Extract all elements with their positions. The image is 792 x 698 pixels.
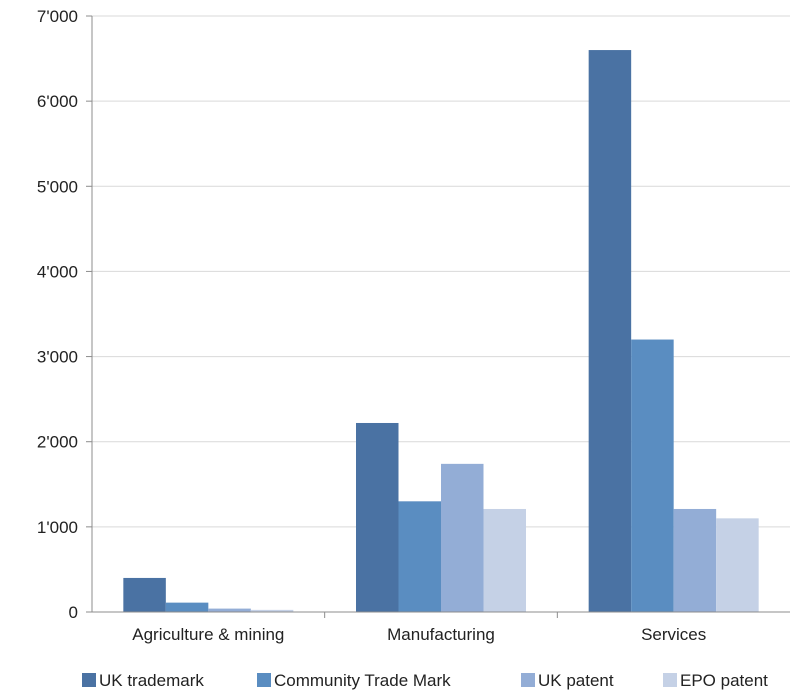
y-tick-label: 0 — [69, 603, 78, 622]
legend-swatch — [521, 673, 535, 687]
y-tick-label: 2'000 — [37, 433, 78, 452]
y-tick-label: 5'000 — [37, 177, 78, 196]
y-axis-ticks: 0 1'000 2'000 3'000 4'000 5'000 6'000 7'000 — [37, 7, 92, 622]
bar-uk-trademark — [588, 50, 632, 613]
bar-uk-trademark — [356, 422, 399, 612]
bar-epo-patent — [250, 609, 294, 612]
y-tick-label: 1'000 — [37, 518, 78, 537]
bar-uk-patent — [208, 608, 251, 612]
bar-uk-trademark — [123, 577, 166, 612]
legend-swatch — [82, 673, 96, 687]
y-tick-label: 7'000 — [37, 7, 78, 26]
legend-label: UK patent — [538, 671, 614, 690]
x-axis-categories: Agriculture & mining Manufacturing Service… — [132, 625, 706, 644]
y-tick-label: 4'000 — [37, 262, 78, 281]
legend-label: Community Trade Mark — [274, 671, 451, 690]
bar-community-trade-mark — [398, 501, 441, 612]
y-tick-label: 6'000 — [37, 92, 78, 111]
bar-community-trade-mark — [631, 339, 674, 612]
legend-swatch — [257, 673, 271, 687]
legend-label: UK trademark — [99, 671, 204, 690]
legend-label: EPO patent — [680, 671, 768, 690]
bars — [123, 50, 759, 613]
gridlines — [92, 15, 790, 528]
bar-epo-patent — [483, 508, 526, 612]
bar-epo-patent — [716, 518, 759, 612]
bar-community-trade-mark — [165, 602, 209, 612]
legend: UK trademark Community Trade Mark UK paten… — [82, 671, 768, 690]
x-category-label: Agriculture & mining — [132, 625, 284, 644]
bar-uk-patent — [673, 508, 717, 612]
bar-uk-patent — [441, 463, 484, 612]
x-category-label: Manufacturing — [387, 625, 495, 644]
axes — [91, 16, 790, 618]
y-tick-label: 3'000 — [37, 348, 78, 367]
legend-swatch — [663, 673, 677, 687]
x-category-label: Services — [641, 625, 706, 644]
